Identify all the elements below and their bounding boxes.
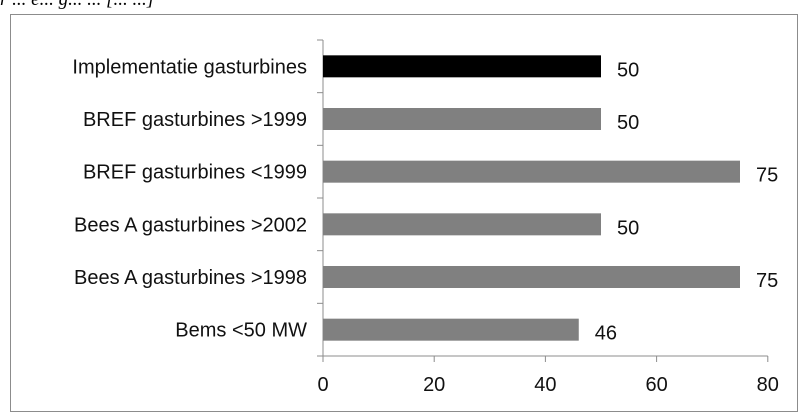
bar <box>323 55 601 78</box>
data-label: 50 <box>617 217 639 239</box>
x-tick-label: 60 <box>645 374 667 396</box>
category-label: BREF gasturbines <1999 <box>83 162 307 184</box>
category-label: Bees A gasturbines >1998 <box>74 267 307 289</box>
x-tick-label: 80 <box>757 374 779 396</box>
data-label: 75 <box>756 165 778 187</box>
bar <box>323 160 740 183</box>
bar <box>323 266 740 288</box>
data-label: 50 <box>617 59 639 81</box>
category-label: Bems <50 MW <box>175 320 307 342</box>
chart-frame: 0 20 40 60 80 Implementatie gasturbines 50 BREF… <box>10 14 798 412</box>
figure-caption: r ... e... g... ... [... ...] <box>0 0 807 11</box>
data-label: 50 <box>617 112 639 134</box>
x-tick-label: 20 <box>423 374 445 396</box>
category-label: Bees A gasturbines >2002 <box>74 214 307 236</box>
bar <box>323 318 579 341</box>
bar <box>323 213 601 236</box>
category-label: Implementatie gasturbines <box>72 56 307 78</box>
data-label: 46 <box>595 323 617 345</box>
x-tick-label: 40 <box>534 374 556 396</box>
bar <box>323 108 601 130</box>
data-label: 75 <box>756 270 778 292</box>
category-label: BREF gasturbines >1999 <box>83 109 307 131</box>
x-tick-label: 0 <box>317 374 328 396</box>
bar-chart: 0 20 40 60 80 Implementatie gasturbines 50 BREF… <box>72 39 779 396</box>
